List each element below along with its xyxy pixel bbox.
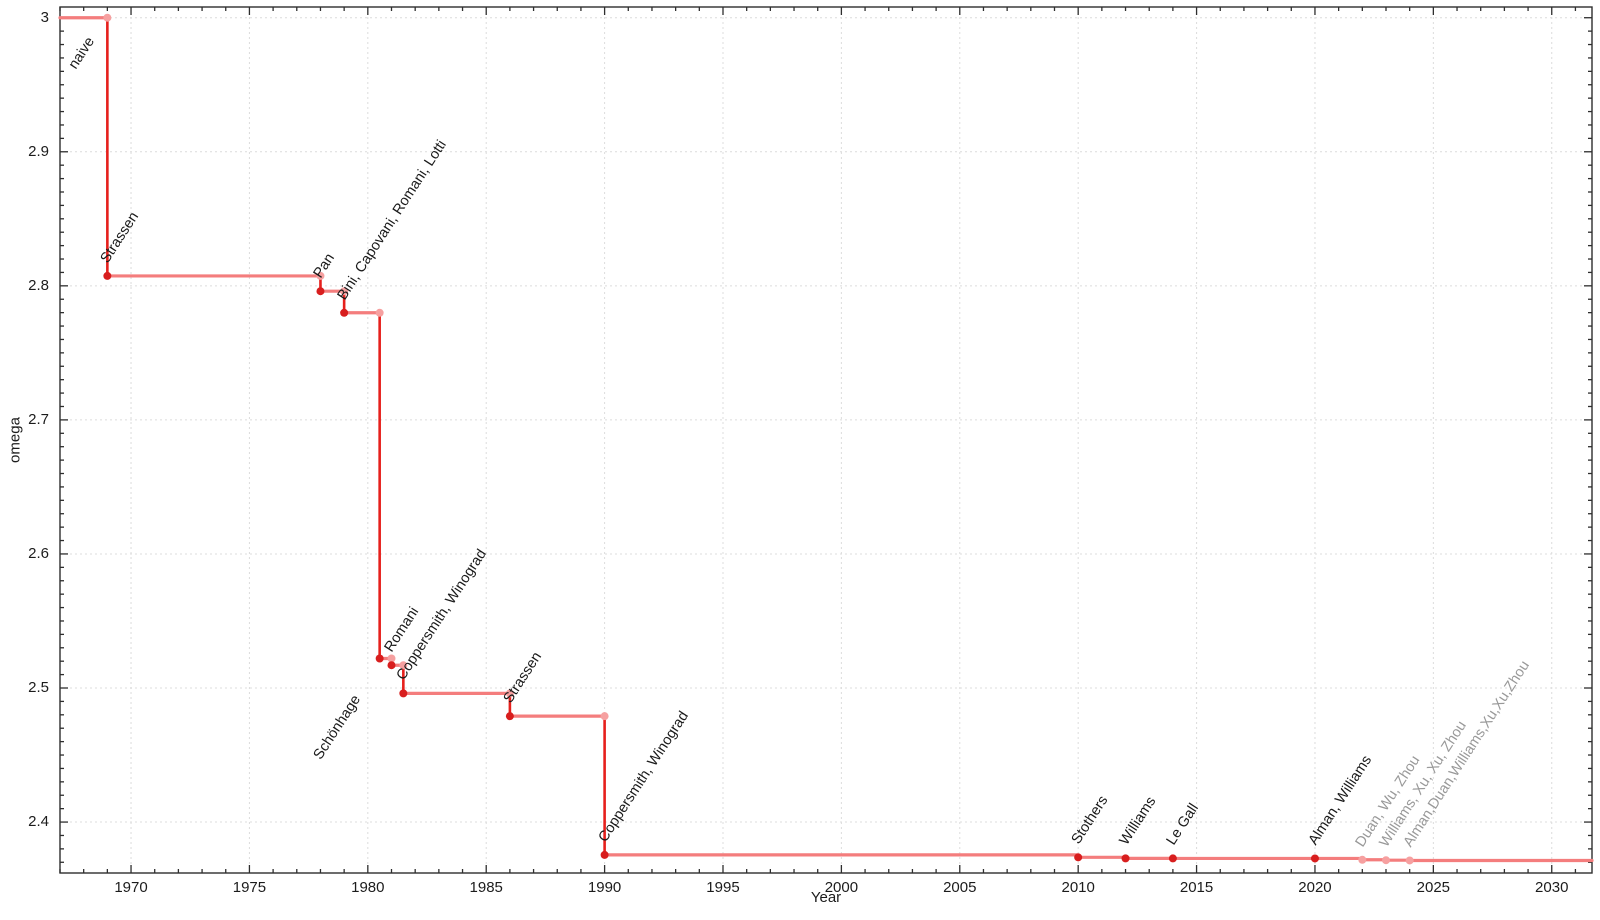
y-axis-title: omega [6,417,24,463]
discovery-point [1168,854,1177,863]
discovery-point [316,287,325,296]
discovery-point [103,271,112,280]
discovery-point [1310,854,1319,863]
discovery-point [1358,855,1367,864]
plateau-end-point [340,287,349,296]
x-axis-title: Year [810,889,842,906]
plot-border [59,6,1593,874]
discovery-point [340,308,349,317]
discovery-point [399,689,408,698]
discovery-point [1381,856,1390,865]
discovery-point [375,654,384,663]
discovery-point [1121,854,1130,863]
discovery-point [387,661,396,670]
discovery-point [600,850,609,859]
discovery-point [1074,853,1083,862]
plateau-end-point [316,271,325,280]
plateau-end-point [505,689,514,698]
plateau-end-point [103,13,112,22]
plateau-end-point [600,712,609,721]
plateau-end-point [375,308,384,317]
discovery-point [505,712,514,721]
plateau-end-point [399,661,408,670]
plateau-end-point [387,654,396,663]
discovery-point [1405,856,1414,865]
